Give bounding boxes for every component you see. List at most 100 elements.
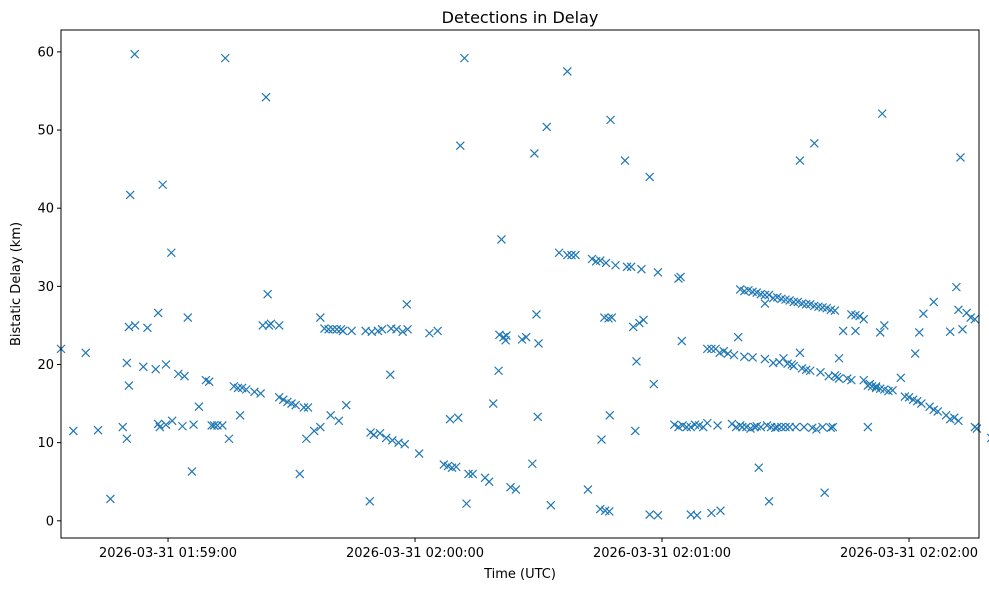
data-point-marker — [879, 320, 889, 330]
data-point-marker — [324, 324, 334, 334]
data-point-marker — [387, 435, 397, 445]
data-point-marker — [328, 324, 338, 334]
y-tick-label: 10 — [37, 436, 54, 451]
x-axis-label: Time (UTC) — [483, 567, 556, 582]
data-point-marker — [187, 467, 197, 476]
data-point-marker — [888, 385, 897, 395]
data-point-marker — [605, 410, 615, 420]
data-point-marker — [760, 290, 770, 300]
data-point-marker — [958, 324, 967, 334]
data-point-marker — [727, 419, 737, 429]
data-point-marker — [628, 322, 638, 332]
data-point-marker — [291, 400, 301, 410]
data-point-marker — [733, 332, 743, 342]
data-point-marker — [702, 418, 712, 428]
data-point-marker — [620, 156, 630, 165]
data-point-marker — [606, 115, 615, 125]
data-point-marker — [595, 504, 605, 514]
data-point-marker — [567, 250, 576, 260]
data-point-marker — [945, 327, 955, 337]
data-point-marker — [464, 469, 473, 479]
data-point-marker — [914, 328, 924, 337]
data-point-marker — [653, 510, 663, 520]
data-point-marker — [224, 434, 234, 444]
data-point-marker — [863, 422, 873, 432]
data-point-marker — [81, 348, 91, 358]
data-point-marker — [143, 323, 152, 333]
data-point-marker — [130, 49, 140, 59]
data-point-marker — [630, 426, 640, 436]
data-point-marker — [233, 383, 243, 393]
data-point-marker — [595, 256, 605, 265]
data-point-marker — [209, 421, 219, 430]
y-tick-label: 20 — [37, 358, 54, 373]
data-point-marker — [398, 327, 408, 337]
data-point-marker — [527, 459, 537, 469]
data-point-marker — [315, 422, 325, 432]
data-point-marker — [521, 332, 531, 342]
data-point-marker — [274, 392, 284, 402]
data-point-marker — [534, 338, 543, 348]
data-point-marker — [601, 258, 611, 268]
y-axis-ticks: 0 10 20 30 40 50 60 — [37, 45, 61, 529]
data-point-marker — [737, 422, 747, 432]
data-point-marker — [607, 313, 617, 323]
data-point-marker — [554, 248, 564, 258]
data-point-marker — [716, 506, 725, 516]
data-point-marker — [138, 362, 148, 372]
data-point-marker — [953, 416, 963, 426]
data-point-marker — [278, 395, 288, 405]
data-point-marker — [542, 122, 552, 132]
data-point-marker — [764, 290, 774, 300]
data-point-marker — [676, 272, 685, 282]
data-point-marker — [791, 422, 801, 432]
data-point-marker — [649, 379, 659, 389]
data-point-marker — [256, 388, 266, 398]
data-point-marker — [910, 349, 920, 358]
data-point-marker — [706, 508, 716, 518]
data-point-marker — [760, 299, 770, 308]
data-point-marker — [315, 313, 325, 323]
data-point-marker — [611, 260, 620, 270]
data-point-marker — [729, 350, 739, 360]
data-point-marker — [571, 250, 580, 260]
data-point-marker — [455, 141, 465, 151]
data-point-marker — [830, 306, 840, 315]
data-point-marker — [781, 422, 790, 432]
data-point-marker — [583, 485, 593, 494]
x-tick-label: 2026-03-31 01:59:00 — [99, 546, 237, 561]
data-point-marker — [124, 381, 134, 391]
data-point-marker — [433, 326, 443, 336]
data-point-marker — [686, 422, 696, 432]
data-point-marker — [645, 172, 655, 182]
data-point-marker — [820, 488, 830, 498]
data-point-marker — [494, 366, 504, 376]
data-point-marker — [877, 109, 887, 119]
data-point-marker — [235, 410, 245, 420]
data-point-marker — [562, 250, 572, 260]
data-point-marker — [632, 356, 641, 366]
data-point-marker — [445, 414, 455, 424]
data-point-marker — [692, 510, 702, 520]
data-point-marker — [365, 496, 375, 506]
y-tick-label: 60 — [37, 45, 54, 60]
data-point-marker — [875, 328, 885, 337]
data-point-marker — [789, 361, 799, 371]
data-point-marker — [953, 305, 963, 315]
data-point-marker — [130, 320, 140, 330]
data-point-marker — [904, 392, 914, 402]
data-point-marker — [173, 369, 183, 379]
data-point-marker — [151, 364, 161, 374]
data-point-marker — [381, 433, 391, 443]
data-point-marker — [754, 463, 764, 473]
data-point-marker — [846, 375, 856, 385]
plot-area-frame — [60, 29, 980, 539]
data-point-marker — [739, 352, 749, 362]
data-point-marker — [639, 315, 648, 325]
data-point-marker — [468, 469, 478, 479]
data-point-marker — [167, 416, 177, 426]
data-point-marker — [795, 156, 805, 165]
data-point-marker — [155, 422, 165, 432]
